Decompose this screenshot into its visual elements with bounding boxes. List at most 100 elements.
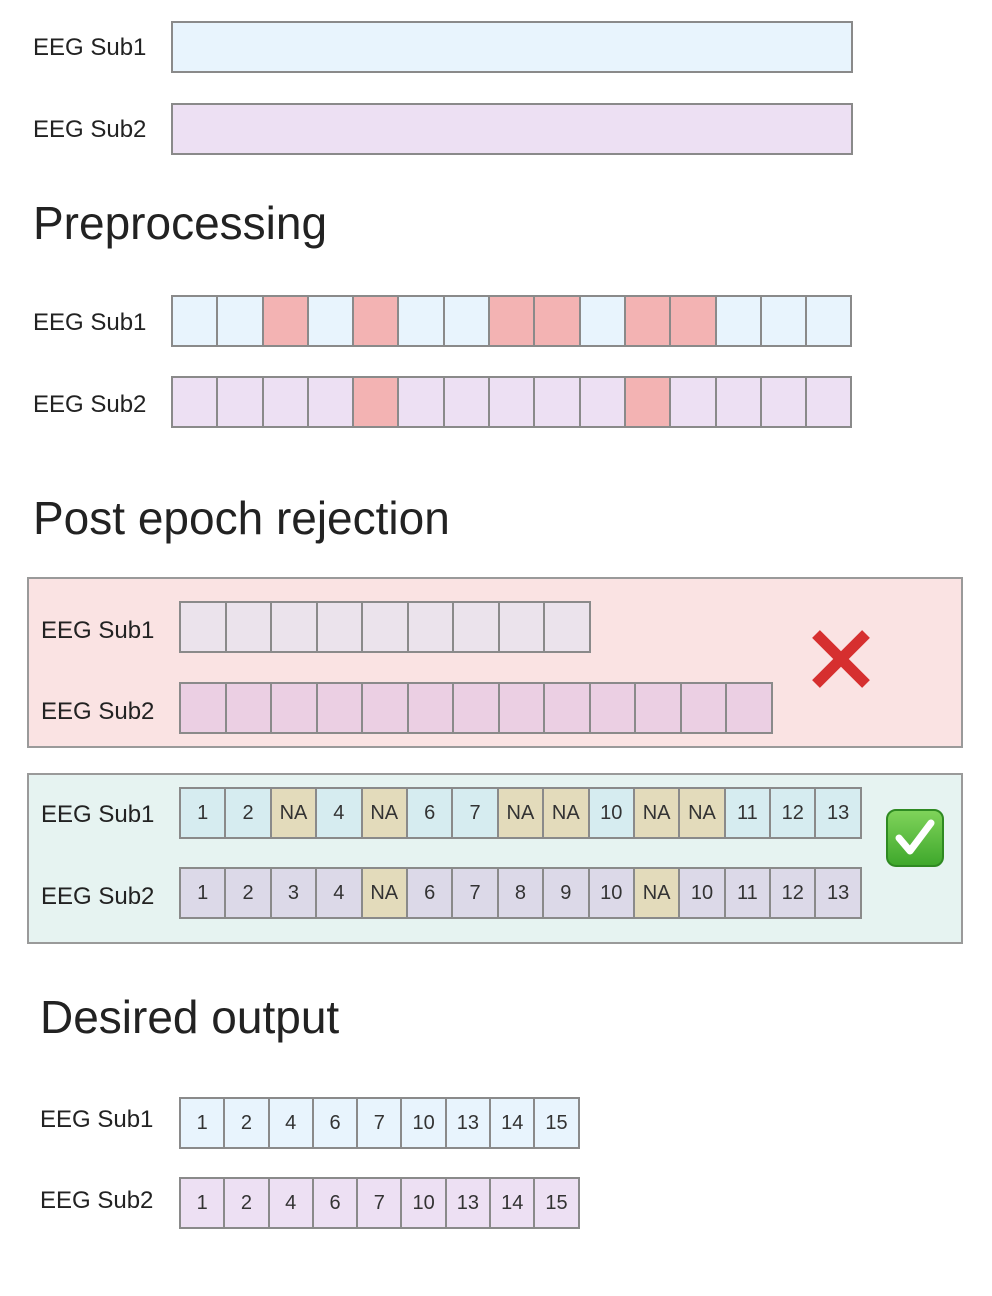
epoch bbox=[406, 682, 454, 734]
epoch-number: 13 bbox=[444, 1177, 492, 1229]
epoch bbox=[452, 601, 500, 653]
rejected-epoch bbox=[352, 295, 400, 347]
right-approach-panel: EEG Sub1 1 2 NA 4 NA 6 7 NA NA 10 NA NA 11 12 13 EEG S… bbox=[27, 773, 963, 944]
epoch-number: 1 bbox=[179, 787, 227, 839]
epoch bbox=[397, 295, 445, 347]
wrong-sub2-label: EEG Sub2 bbox=[41, 698, 155, 725]
epoch bbox=[679, 682, 727, 734]
na-epoch: NA bbox=[632, 867, 681, 919]
raw-sub1-bar bbox=[171, 21, 853, 73]
epoch-number: 2 bbox=[224, 787, 272, 839]
check-mark-button-icon bbox=[886, 809, 944, 867]
right-sub1-label: EEG Sub1 bbox=[41, 801, 155, 828]
na-epoch: NA bbox=[678, 787, 726, 839]
epoch-number: 2 bbox=[223, 1177, 270, 1229]
wrong-approach-panel: EEG Sub1 EEG Sub2 bbox=[27, 577, 963, 748]
pre-sub2-label: EEG Sub2 bbox=[33, 391, 147, 418]
desired-sub2-epochs: 1 2 4 6 7 10 13 14 15 bbox=[179, 1177, 580, 1229]
epoch bbox=[805, 376, 853, 428]
pre-sub2-epochs bbox=[171, 376, 853, 428]
raw-sub1-label: EEG Sub1 bbox=[33, 34, 147, 61]
epoch-number: 6 bbox=[311, 1097, 359, 1149]
post-rejection-title: Post epoch rejection bbox=[33, 492, 450, 544]
epoch-number: 9 bbox=[542, 867, 590, 919]
rejected-epoch bbox=[623, 295, 672, 347]
epoch bbox=[759, 376, 808, 428]
na-epoch: NA bbox=[496, 787, 545, 839]
epoch bbox=[315, 601, 363, 653]
epoch bbox=[497, 682, 545, 734]
epoch bbox=[216, 376, 264, 428]
epoch-number: 1 bbox=[179, 1177, 226, 1229]
epoch bbox=[361, 601, 409, 653]
epoch-number: 2 bbox=[224, 867, 272, 919]
epoch bbox=[452, 682, 500, 734]
epoch bbox=[714, 295, 762, 347]
epoch bbox=[171, 376, 219, 428]
epoch bbox=[497, 601, 545, 653]
epoch-number: 4 bbox=[267, 1097, 314, 1149]
epoch-number: 13 bbox=[444, 1097, 492, 1149]
desired-sub2-label: EEG Sub2 bbox=[40, 1187, 154, 1214]
epoch bbox=[306, 376, 355, 428]
epoch bbox=[361, 682, 409, 734]
epoch bbox=[171, 295, 219, 347]
epoch-number: 2 bbox=[223, 1097, 270, 1149]
epoch bbox=[578, 295, 626, 347]
epoch bbox=[406, 601, 454, 653]
epoch-number: 1 bbox=[179, 1097, 226, 1149]
epoch bbox=[543, 682, 591, 734]
epoch bbox=[588, 682, 636, 734]
na-epoch: NA bbox=[632, 787, 681, 839]
epoch-number: 14 bbox=[489, 1177, 536, 1229]
epoch-number: 6 bbox=[311, 1177, 359, 1229]
epoch-number: 4 bbox=[267, 1177, 314, 1229]
epoch bbox=[714, 376, 762, 428]
wrong-sub1-epochs bbox=[179, 601, 591, 653]
right-sub2-label: EEG Sub2 bbox=[41, 883, 155, 910]
epoch-number: 14 bbox=[489, 1097, 536, 1149]
epoch-number: 10 bbox=[400, 1097, 447, 1149]
epoch bbox=[270, 682, 318, 734]
epoch-number: 10 bbox=[587, 787, 635, 839]
epoch bbox=[224, 682, 272, 734]
epoch bbox=[442, 376, 491, 428]
epoch bbox=[397, 376, 445, 428]
rejected-epoch bbox=[533, 295, 581, 347]
epoch-number: 8 bbox=[496, 867, 545, 919]
epoch-number: 12 bbox=[769, 787, 817, 839]
epoch-number: 4 bbox=[315, 787, 363, 839]
pre-sub1-epochs bbox=[171, 295, 853, 347]
rejected-epoch bbox=[623, 376, 672, 428]
epoch bbox=[270, 601, 318, 653]
desired-output-title: Desired output bbox=[40, 991, 340, 1043]
epoch-number: 13 bbox=[814, 867, 862, 919]
epoch bbox=[179, 682, 227, 734]
epoch-number: 6 bbox=[405, 867, 454, 919]
raw-sub2-label: EEG Sub2 bbox=[33, 116, 147, 143]
rejected-epoch bbox=[669, 295, 717, 347]
epoch-number: 6 bbox=[405, 787, 454, 839]
epoch bbox=[669, 376, 717, 428]
rejected-epoch bbox=[261, 295, 309, 347]
pre-sub1-label: EEG Sub1 bbox=[33, 309, 147, 336]
epoch bbox=[224, 601, 272, 653]
na-epoch: NA bbox=[360, 867, 408, 919]
na-epoch: NA bbox=[542, 787, 590, 839]
epoch-number: 7 bbox=[451, 867, 499, 919]
epoch bbox=[533, 376, 581, 428]
na-epoch: NA bbox=[360, 787, 408, 839]
epoch bbox=[315, 682, 363, 734]
epoch-number: 15 bbox=[533, 1177, 580, 1229]
cross-mark-icon bbox=[812, 630, 870, 688]
epoch bbox=[179, 601, 227, 653]
preprocessing-title: Preprocessing bbox=[33, 197, 328, 249]
wrong-sub1-label: EEG Sub1 bbox=[41, 617, 155, 644]
desired-sub1-epochs: 1 2 4 6 7 10 13 14 15 bbox=[179, 1097, 580, 1149]
epoch bbox=[759, 295, 808, 347]
epoch-number: 3 bbox=[269, 867, 318, 919]
epoch bbox=[725, 682, 773, 734]
epoch-number: 10 bbox=[678, 867, 726, 919]
epoch bbox=[261, 376, 309, 428]
rejected-epoch bbox=[352, 376, 400, 428]
